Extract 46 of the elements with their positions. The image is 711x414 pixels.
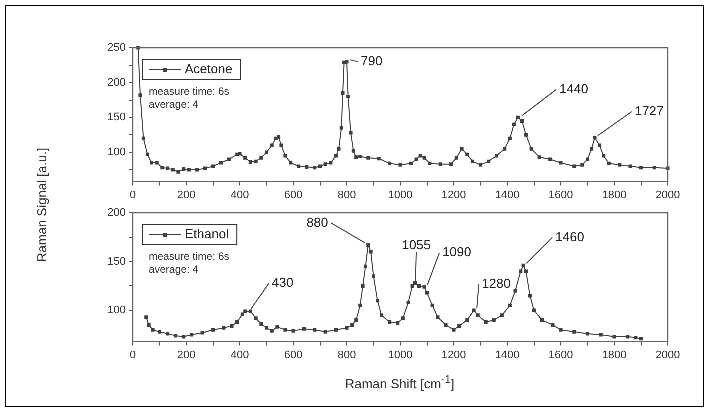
annotation: 1460 bbox=[556, 229, 584, 244]
annotation: 1280 bbox=[482, 276, 511, 292]
x-tick-label: 1000 bbox=[388, 349, 413, 362]
x-tick-label: 200 bbox=[177, 349, 196, 362]
x-tick-label: 1400 bbox=[495, 189, 520, 202]
x-tick-label: 1400 bbox=[495, 349, 520, 362]
x-tick-label: 400 bbox=[230, 349, 250, 362]
y-tick-label: 200 bbox=[108, 76, 126, 89]
x-tick-label: 600 bbox=[284, 189, 303, 202]
y-axis-title: Raman Signal [a.u.] bbox=[34, 148, 50, 262]
annotation: 1440 bbox=[560, 81, 588, 96]
x-tick-label: 0 bbox=[130, 349, 136, 362]
y-tick-label: 250 bbox=[108, 42, 126, 54]
annotation: average: 4 bbox=[149, 264, 199, 276]
annotation: 1055 bbox=[402, 237, 431, 252]
x-tick-label: 1200 bbox=[442, 349, 466, 362]
x-tick-label: 600 bbox=[284, 349, 303, 362]
x-tick-label: 400 bbox=[230, 189, 250, 202]
y-tick-label: 200 bbox=[108, 207, 126, 220]
y-tick-label: 150 bbox=[108, 256, 126, 268]
annotation: average: 4 bbox=[149, 98, 199, 111]
x-tick-label: 1600 bbox=[548, 349, 574, 362]
x-tick-label: 800 bbox=[338, 349, 356, 362]
x-tick-label: 1200 bbox=[442, 189, 466, 202]
x-tick-label: 1800 bbox=[602, 349, 627, 362]
y-tick-label: 150 bbox=[108, 112, 126, 124]
x-tick-label: 1600 bbox=[548, 189, 574, 202]
annotation: measure time: 6s bbox=[149, 250, 230, 263]
x-tick-label: 1800 bbox=[602, 189, 627, 202]
x-tick-label: 800 bbox=[338, 189, 356, 202]
x-tick-label: 2000 bbox=[656, 349, 680, 362]
x-tick-label: 0 bbox=[130, 189, 136, 202]
annotation: 1727 bbox=[634, 103, 664, 118]
annotation: 430 bbox=[272, 275, 294, 290]
x-tick-label: 2000 bbox=[656, 189, 680, 202]
y-tick-label: 100 bbox=[108, 146, 126, 159]
annotation: 1090 bbox=[442, 244, 472, 260]
y-tick-label: 100 bbox=[108, 304, 126, 317]
x-tick-label: 200 bbox=[177, 189, 196, 202]
x-tick-label: 1000 bbox=[388, 189, 413, 202]
annotation: 880 bbox=[306, 214, 328, 230]
annotation: 790 bbox=[361, 54, 383, 69]
annotation: measure time: 6s bbox=[149, 86, 230, 98]
x-axis-title: Raman Shift [cm$^{-1}$] bbox=[345, 374, 455, 392]
legend-label: Acetone bbox=[185, 62, 233, 77]
legend-label: Ethanol bbox=[185, 226, 230, 242]
